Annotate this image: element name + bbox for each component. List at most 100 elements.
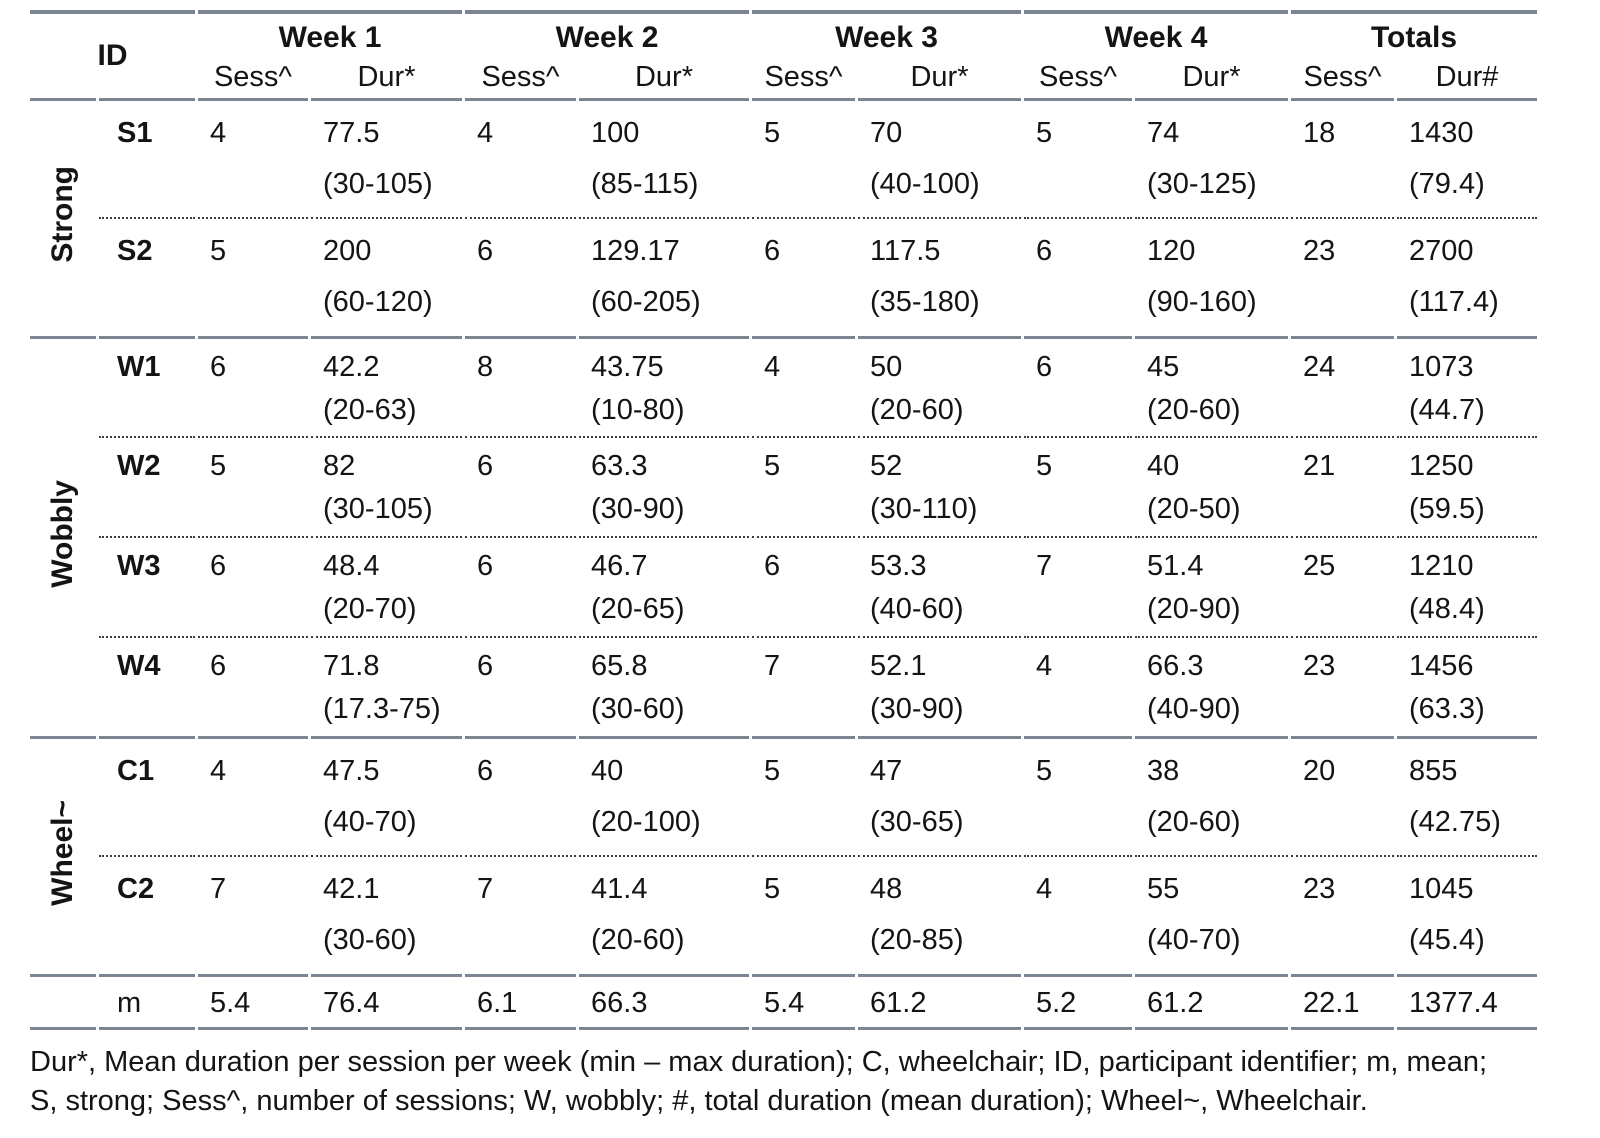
table-row: W3 6 48.4 (20-70) 6 46.7 (20-65) 6 53.3 (40… [30, 536, 1537, 636]
subheader-dur: Dur# [1435, 60, 1499, 93]
mean-row: m 5.4 76.4 6.1 66.3 5.4 61.2 5.2 61.2 22… [30, 974, 1537, 1030]
subheader-sess: Sess^ [1038, 60, 1118, 93]
dur-cell: 63.3 (30-90) [579, 436, 749, 536]
sess-cell: 8 [465, 336, 576, 436]
row-id: S2 [99, 217, 195, 336]
sess-cell: 4 [198, 736, 308, 855]
mean-cell: 5.2 [1024, 974, 1132, 1030]
row-group-label-wheelchair: Wheel~ [30, 736, 96, 974]
row-group-label-text: Strong [46, 166, 79, 263]
row-id: W4 [99, 636, 195, 736]
dur-cell: 66.3 (40-90) [1135, 636, 1288, 736]
sess-cell: 6 [198, 336, 308, 436]
subheader-dur: Dur* [910, 60, 969, 93]
sess-cell: 4 [1024, 855, 1132, 974]
header-row-weeks: ID Week 1 Week 2 Week 3 Week 4 Totals [30, 10, 1537, 72]
footnote-line: S, strong; Sess^, number of sessions; W,… [30, 1085, 1368, 1117]
subheader-dur: Dur* [357, 60, 416, 93]
table-row: W2 5 82 (30-105) 6 63.3 (30-90) 5 52 (30-11… [30, 436, 1537, 536]
row-id: W1 [99, 336, 195, 436]
mean-cell: 1377.4 [1397, 974, 1537, 1030]
dur-cell: 129.17 (60-205) [579, 217, 749, 336]
dur-cell: 65.8 (30-60) [579, 636, 749, 736]
dur-cell: 855 (42.75) [1397, 736, 1537, 855]
dur-cell: 74 (30-125) [1135, 98, 1288, 217]
mean-cell: 61.2 [858, 974, 1021, 1030]
subheader-sess: Sess^ [481, 60, 560, 93]
dur-cell: 47.5 (40-70) [311, 736, 462, 855]
subheader-dur: Dur* [1182, 60, 1241, 93]
dur-cell: 70 (40-100) [858, 98, 1021, 217]
row-group-label-text: Wobbly [46, 479, 79, 588]
column-header-week3: Week 3 [752, 10, 1021, 56]
subheader-sess: Sess^ [764, 60, 843, 93]
dur-cell: 117.5 (35-180) [858, 217, 1021, 336]
table-row: Wobbly W1 6 42.2 (20-63) 8 43.75 (10-80) 4… [30, 336, 1537, 587]
column-header-id: ID [30, 10, 195, 98]
sess-cell: 6 [465, 536, 576, 636]
column-header-week1: Week 1 [198, 10, 462, 56]
footnote-line: Dur*, Mean duration per session per week… [30, 1046, 1488, 1078]
sess-cell: 4 [465, 98, 576, 217]
dur-cell: 71.8 (17.3-75) [311, 636, 462, 736]
sess-cell: 4 [1024, 636, 1132, 736]
dur-cell: 42.2 (20-63) [311, 336, 462, 436]
sess-cell: 6 [1024, 217, 1132, 336]
sess-cell: 20 [1291, 736, 1394, 855]
dur-cell: 53.3 (40-60) [858, 536, 1021, 636]
dur-cell: 82 (30-105) [311, 436, 462, 536]
dur-cell: 1250 (59.5) [1397, 436, 1537, 536]
dur-cell: 43.75 (10-80) [579, 336, 749, 436]
column-header-totals: Totals [1291, 10, 1537, 56]
dur-cell: 47 (30-65) [858, 736, 1021, 855]
subheader-dur: Dur* [634, 60, 693, 93]
table-footnote: Dur*, Mean duration per session per week… [30, 1043, 1600, 1121]
dur-cell: 2700 (117.4) [1397, 217, 1537, 336]
dur-cell: 1456 (63.3) [1397, 636, 1537, 736]
row-id: m [99, 974, 195, 1030]
sess-cell: 5 [752, 736, 855, 855]
dur-cell: 52.1 (30-90) [858, 636, 1021, 736]
dur-cell: 55 (40-70) [1135, 855, 1288, 974]
dur-cell: 38 (20-60) [1135, 736, 1288, 855]
dur-cell: 40 (20-50) [1135, 436, 1288, 536]
row-group-label-strong: Strong [30, 98, 96, 336]
sess-cell: 6 [198, 536, 308, 636]
dur-cell: 40 (20-100) [579, 736, 749, 855]
sess-cell: 5 [198, 217, 308, 336]
column-header-week2: Week 2 [465, 10, 749, 56]
sess-cell: 18 [1291, 98, 1394, 217]
sess-cell: 6 [465, 636, 576, 736]
mean-cell: 76.4 [311, 974, 462, 1030]
sess-cell: 23 [1291, 217, 1394, 336]
dur-cell: 1073 (44.7) [1397, 336, 1537, 436]
sess-cell: 5 [198, 436, 308, 536]
empty-cell [30, 974, 96, 1030]
dur-cell: 48 (20-85) [858, 855, 1021, 974]
sess-cell: 7 [752, 636, 855, 736]
sess-cell: 6 [752, 536, 855, 636]
sess-cell: 5 [752, 98, 855, 217]
sess-cell: 7 [1024, 536, 1132, 636]
mean-cell: 22.1 [1291, 974, 1394, 1030]
mean-cell: 5.4 [198, 974, 308, 1030]
sess-cell: 5 [1024, 736, 1132, 855]
row-id: W3 [99, 536, 195, 636]
dur-cell: 1045 (45.4) [1397, 855, 1537, 974]
sess-cell: 23 [1291, 636, 1394, 736]
dur-cell: 48.4 (20-70) [311, 536, 462, 636]
sess-cell: 6 [198, 636, 308, 736]
mean-cell: 6.1 [465, 974, 576, 1030]
sess-cell: 5 [752, 855, 855, 974]
row-id: C1 [99, 736, 195, 855]
row-group-label-wobbly: Wobbly [30, 336, 96, 736]
sess-cell: 6 [465, 217, 576, 336]
sess-cell: 23 [1291, 855, 1394, 974]
subheader-sess: Sess^ [1303, 60, 1382, 93]
sess-cell: 7 [198, 855, 308, 974]
sess-cell: 4 [752, 336, 855, 436]
table-row: W4 6 71.8 (17.3-75) 6 65.8 (30-60) 7 52.1(… [30, 636, 1537, 736]
row-id: W2 [99, 436, 195, 536]
dur-cell: 42.1 (30-60) [311, 855, 462, 974]
dur-cell: 45 (20-60) [1135, 336, 1288, 436]
